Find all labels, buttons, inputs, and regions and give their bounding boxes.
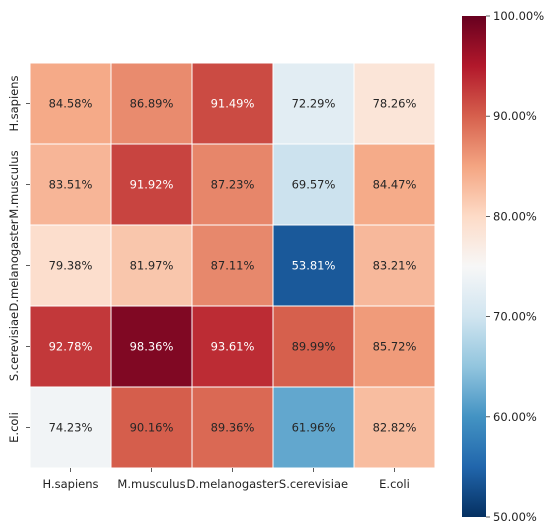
heatmap-cell: [272, 224, 355, 307]
heatmap-cell: [191, 305, 274, 388]
cell-value-label: 87.23%: [211, 178, 255, 192]
cell-value-label: 72.29%: [292, 97, 336, 111]
colorbar-tick-label: 90.00%: [493, 109, 537, 123]
colorbar-gradient: [462, 16, 486, 517]
cell-value-label: 81.97%: [130, 259, 174, 273]
x-tick-label: M.musculus: [117, 477, 185, 491]
cell-value-label: 69.57%: [292, 178, 336, 192]
cell-value-label: 98.36%: [130, 340, 174, 354]
heatmap-cell: [110, 224, 193, 307]
heatmap-cell: [191, 386, 274, 469]
heatmap-cell-labels: 84.58% 86.89% 91.49% 72.29% 78.26% 83.51% 91.9…: [49, 97, 417, 435]
x-axis: H.sapiens M.musculus D.melanogaster S.cerev…: [43, 468, 410, 491]
cell-value-label: 78.26%: [373, 97, 417, 111]
y-tick-label: E.coli: [7, 412, 21, 443]
colorbar: 50.00% 60.00% 70.00% 80.00% 90.00% 100.00%: [462, 9, 544, 524]
cell-value-label: 92.78%: [49, 340, 93, 354]
x-tick-label: H.sapiens: [43, 477, 99, 491]
heatmap-cell: [29, 143, 112, 226]
heatmap-cell: [110, 386, 193, 469]
cell-value-label: 79.38%: [49, 259, 93, 273]
heatmap-cell: [191, 143, 274, 226]
cell-value-label: 91.49%: [211, 97, 255, 111]
cell-value-label: 82.82%: [373, 421, 417, 435]
colorbar-tick-label: 100.00%: [493, 9, 544, 23]
y-axis: H.sapiens M.musculusD.melanogasterS.cerev…: [7, 76, 30, 443]
cell-value-label: 93.61%: [211, 340, 255, 354]
colorbar-tick-label: 70.00%: [493, 310, 537, 324]
heatmap-cell: [191, 224, 274, 307]
heatmap-cell: [353, 224, 436, 307]
cell-value-label: 85.72%: [373, 340, 417, 354]
cell-value-label: 86.89%: [130, 97, 174, 111]
y-tick-label: S.cerevisiae: [7, 312, 21, 381]
x-tick-label: D.melanogaster: [186, 477, 278, 491]
heatmap-cell: [191, 62, 274, 145]
cell-value-label: 87.11%: [211, 259, 255, 273]
cell-value-label: 83.51%: [49, 178, 93, 192]
heatmap-cell: [110, 305, 193, 388]
heatmap-cell: [353, 143, 436, 226]
colorbar-tick-label: 80.00%: [493, 209, 537, 223]
heatmap-cell: [353, 62, 436, 145]
cell-value-label: 83.21%: [373, 259, 417, 273]
heatmap-cell: [353, 386, 436, 469]
cell-value-label: 91.92%: [130, 178, 174, 192]
heatmap-cell: [353, 305, 436, 388]
cell-value-label: 53.81%: [292, 259, 336, 273]
heatmap-cell: [272, 305, 355, 388]
cell-value-label: 89.99%: [292, 340, 336, 354]
cell-value-label: 90.16%: [130, 421, 174, 435]
y-tick-label: H.sapiens: [7, 76, 21, 132]
colorbar-tick-label: 60.00%: [493, 410, 537, 424]
cell-value-label: 61.96%: [292, 421, 336, 435]
cell-value-label: 74.23%: [49, 421, 93, 435]
heatmap-cell: [110, 62, 193, 145]
cell-value-label: 84.47%: [373, 178, 417, 192]
y-tick-label: D.melanogaster: [7, 219, 21, 311]
heatmap-cell: [29, 62, 112, 145]
heatmap-cells: [29, 62, 436, 469]
heatmap-cell: [29, 386, 112, 469]
y-tick-label: M.musculus: [7, 150, 21, 218]
cell-value-label: 89.36%: [211, 421, 255, 435]
x-tick-label: S.cerevisiae: [279, 477, 348, 491]
colorbar-tick-label: 50.00%: [493, 510, 537, 524]
heatmap-cell: [272, 62, 355, 145]
x-tick-label: E.coli: [379, 477, 410, 491]
cell-value-label: 84.58%: [49, 97, 93, 111]
